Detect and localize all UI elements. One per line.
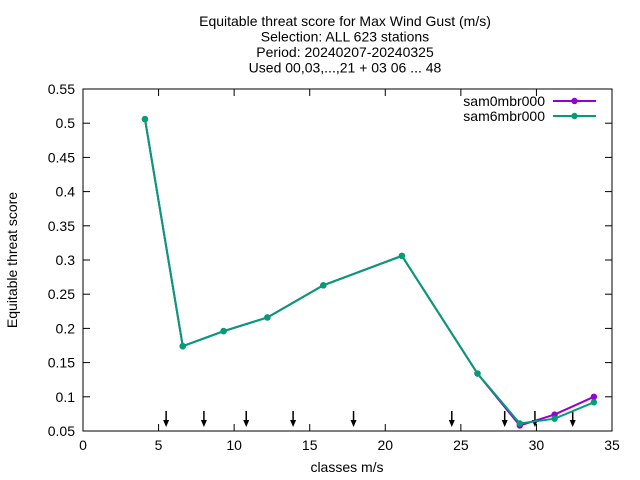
x-tick-label: 25	[453, 437, 469, 453]
threshold-arrow	[200, 411, 207, 427]
y-tick-label: 0.35	[48, 218, 75, 234]
threshold-arrows	[163, 411, 576, 427]
data-point	[320, 282, 327, 289]
y-tick-label: 0.2	[56, 320, 76, 336]
title-line: Period: 20240207-20240325	[256, 44, 434, 60]
y-tick-label: 0.45	[48, 149, 75, 165]
threshold-arrow	[163, 411, 170, 427]
x-tick-label: 20	[377, 437, 393, 453]
y-tick-label: 0.55	[48, 81, 75, 97]
threshold-arrow-head	[163, 420, 170, 427]
chart-title: Equitable threat score for Max Wind Gust…	[199, 13, 491, 76]
data-point	[398, 252, 406, 260]
series-sam0mbr000	[141, 115, 598, 429]
series-layer	[141, 115, 598, 429]
threshold-arrow-head	[290, 420, 297, 427]
y-axis-label: Equitable threat score	[4, 192, 20, 328]
legend-label: sam0mbr000	[463, 93, 545, 109]
data-point	[590, 393, 598, 400]
threshold-arrow-head	[501, 420, 508, 427]
y-tick-label: 0.4	[56, 184, 76, 200]
legend-marker	[571, 97, 578, 105]
y-tick-label: 0.05	[48, 423, 75, 439]
plot-frame	[82, 88, 613, 432]
threshold-arrow	[501, 411, 508, 427]
legend-marker	[571, 112, 578, 120]
x-tick-label: 30	[529, 437, 545, 453]
y-tick-label: 0.1	[56, 389, 76, 405]
data-point	[551, 415, 558, 422]
series-line	[143, 118, 595, 427]
legend-entry: sam0mbr000	[463, 93, 596, 109]
threshold-arrow-head	[569, 420, 576, 427]
series-line	[143, 118, 595, 425]
threshold-arrow	[243, 411, 250, 427]
x-tick-label: 15	[302, 437, 318, 453]
y-tick-label: 0.15	[48, 355, 75, 371]
title-line: Selection: ALL 623 stations	[261, 29, 429, 45]
x-axis-label: classes m/s	[310, 459, 383, 475]
threshold-arrow	[569, 411, 576, 427]
x-tick-label: 35	[604, 437, 620, 453]
threshold-arrow	[290, 411, 297, 427]
x-tick-label: 0	[79, 437, 87, 453]
data-point	[474, 370, 481, 377]
x-tick-label: 5	[155, 437, 163, 453]
threshold-arrow-head	[350, 420, 357, 427]
threshold-arrow-head	[243, 420, 250, 427]
data-point	[220, 327, 227, 335]
y-tick-label: 0.5	[56, 115, 76, 131]
threshold-arrow-head	[448, 420, 455, 427]
data-point	[264, 314, 271, 321]
y-tick-label: 0.25	[48, 286, 75, 302]
plot-area	[82, 88, 613, 432]
series-sam6mbr000	[141, 115, 598, 427]
data-point	[179, 342, 186, 350]
legend-entry: sam6mbr000	[463, 108, 596, 124]
legend-label: sam6mbr000	[463, 108, 545, 124]
title-line: Used 00,03,...,21 + 03 06 ... 48	[249, 60, 442, 76]
threshold-arrow	[448, 411, 455, 427]
threshold-arrow	[531, 411, 538, 427]
title-line: Equitable threat score for Max Wind Gust…	[199, 13, 491, 29]
data-point	[141, 115, 149, 123]
threshold-arrow	[350, 411, 357, 427]
data-point	[590, 399, 598, 406]
y-tick-label: 0.3	[56, 252, 76, 268]
x-tick-label: 10	[226, 437, 242, 453]
axis-ticks: 0 5 10 15 20 25 30 35 0.05 0.1 0.15 0.2 0.25 0.3 0.35 0…	[48, 81, 620, 453]
data-point	[516, 420, 524, 427]
threshold-arrow-head	[200, 420, 207, 427]
